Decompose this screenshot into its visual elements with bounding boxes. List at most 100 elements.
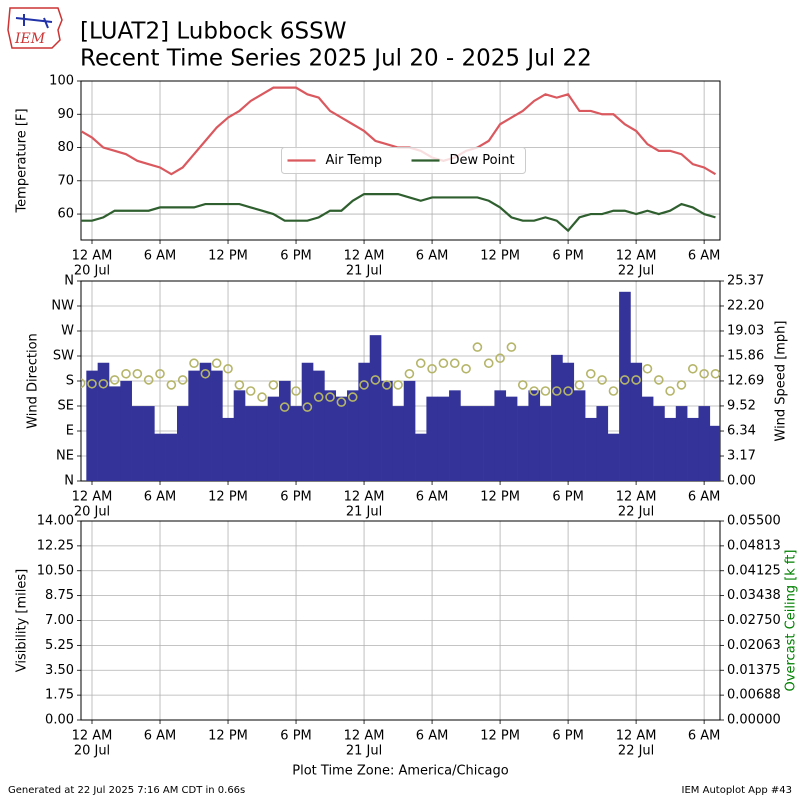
panel: 0.00 1.75 3.50 5.25 7.00 8.75 10.50 12.25 14.00 0… xyxy=(15,514,799,779)
point xyxy=(279,402,290,412)
bar xyxy=(517,406,529,481)
point xyxy=(551,386,562,396)
bar xyxy=(675,406,688,481)
x-tick-label: 12 PM xyxy=(480,729,520,744)
point xyxy=(404,368,415,379)
point xyxy=(200,368,211,379)
bar xyxy=(211,370,223,481)
y-tick-label: SE xyxy=(58,399,74,414)
plot-frame xyxy=(80,80,721,241)
point xyxy=(245,386,256,396)
point xyxy=(449,358,460,369)
bar xyxy=(551,354,563,481)
bar xyxy=(653,406,665,481)
y-tick-label: 14.00 xyxy=(37,514,74,529)
chart-subtitle: Recent Time Series 2025 Jul 20 - 2025 Ju… xyxy=(80,46,592,72)
point xyxy=(687,363,698,374)
bar xyxy=(483,406,495,481)
x-tick-label: 12 AM xyxy=(344,249,385,264)
point xyxy=(268,380,279,390)
bar xyxy=(641,396,654,481)
x-tick-label: 12 AM xyxy=(72,490,113,505)
x-date-label: 22 Jul xyxy=(618,505,654,520)
point xyxy=(653,375,664,385)
legend: Air Temp Dew Point xyxy=(281,147,526,174)
bar xyxy=(494,390,507,481)
bar xyxy=(177,406,189,481)
point xyxy=(676,380,687,390)
footer-right: IEM Autoplot App #43 xyxy=(682,785,792,796)
point xyxy=(234,380,245,390)
y-tick-label: 5.25 xyxy=(45,638,74,653)
x-tick-label: 6 AM xyxy=(688,490,721,505)
y2-axis-label: Overcast Ceiling [k ft] xyxy=(784,550,799,692)
y2-axis-label: Wind Speed [mph] xyxy=(774,321,789,442)
point xyxy=(177,375,188,385)
point xyxy=(619,375,630,385)
point xyxy=(211,358,222,369)
x-tick-label: 6 AM xyxy=(416,490,449,505)
point xyxy=(336,397,347,407)
x-tick-label: 6 PM xyxy=(552,729,583,744)
point xyxy=(98,378,109,389)
point xyxy=(585,368,596,379)
x-date-label: 20 Jul xyxy=(74,505,110,520)
x-tick-label: 12 AM xyxy=(72,249,113,264)
y2-tick-label: 0.04813 xyxy=(727,538,781,553)
legend-label: Air Temp xyxy=(326,153,383,168)
x-tick-label: 6 PM xyxy=(280,249,311,264)
point xyxy=(81,378,86,389)
x-tick-label: 12 AM xyxy=(344,729,385,744)
bar xyxy=(143,406,155,481)
y2-tick-label: 3.17 xyxy=(727,449,756,464)
bar xyxy=(392,406,405,481)
x-tick-label: 6 AM xyxy=(688,729,721,744)
point xyxy=(495,353,505,364)
x-tick-label: 6 AM xyxy=(144,729,177,744)
point xyxy=(699,368,709,379)
point xyxy=(483,358,494,369)
bar xyxy=(415,433,427,481)
x-tick-label: 12 PM xyxy=(480,249,520,264)
y2-tick-label: 25.37 xyxy=(727,274,764,289)
y-tick-label: 10.50 xyxy=(37,563,74,578)
x-tick-label: 6 PM xyxy=(280,729,311,744)
point xyxy=(347,392,358,402)
y-axis-label: Wind Direction xyxy=(26,333,41,429)
bar xyxy=(279,380,291,481)
point xyxy=(540,386,551,396)
logo-text: IEM xyxy=(14,31,46,47)
bar xyxy=(630,362,643,481)
y2-tick-label: 22.20 xyxy=(727,298,764,313)
point xyxy=(665,386,675,396)
x-date-label: 20 Jul xyxy=(74,744,110,759)
y-tick-label: 80 xyxy=(57,140,74,155)
bar xyxy=(233,390,246,481)
bar xyxy=(528,390,541,481)
y2-tick-label: 0.01375 xyxy=(727,663,781,678)
x-tick-label: 6 AM xyxy=(688,249,721,264)
footer-left: Generated at 22 Jul 2025 7:16 AM CDT in … xyxy=(8,785,245,796)
y2-tick-label: 19.03 xyxy=(727,323,764,338)
point xyxy=(132,368,143,379)
y2-tick-label: 9.52 xyxy=(727,398,756,413)
bar xyxy=(709,425,720,481)
y-tick-label: 90 xyxy=(57,107,74,122)
bar xyxy=(596,406,609,481)
bar xyxy=(437,396,450,481)
point xyxy=(631,375,641,385)
bar xyxy=(381,380,393,481)
y-tick-label: SW xyxy=(53,349,74,364)
bar xyxy=(426,396,439,481)
x-tick-label: 12 AM xyxy=(344,490,385,505)
y2-tick-label: 12.69 xyxy=(727,373,764,388)
bar xyxy=(369,335,382,481)
chart-title: [LUAT2] Lubbock 6SSW xyxy=(80,19,347,45)
x-date-label: 21 Jul xyxy=(346,505,382,520)
bar xyxy=(86,370,98,481)
point xyxy=(393,380,403,390)
y-tick-label: NW xyxy=(51,299,74,314)
x-date-label: 21 Jul xyxy=(346,744,382,759)
series-layer xyxy=(81,291,720,481)
